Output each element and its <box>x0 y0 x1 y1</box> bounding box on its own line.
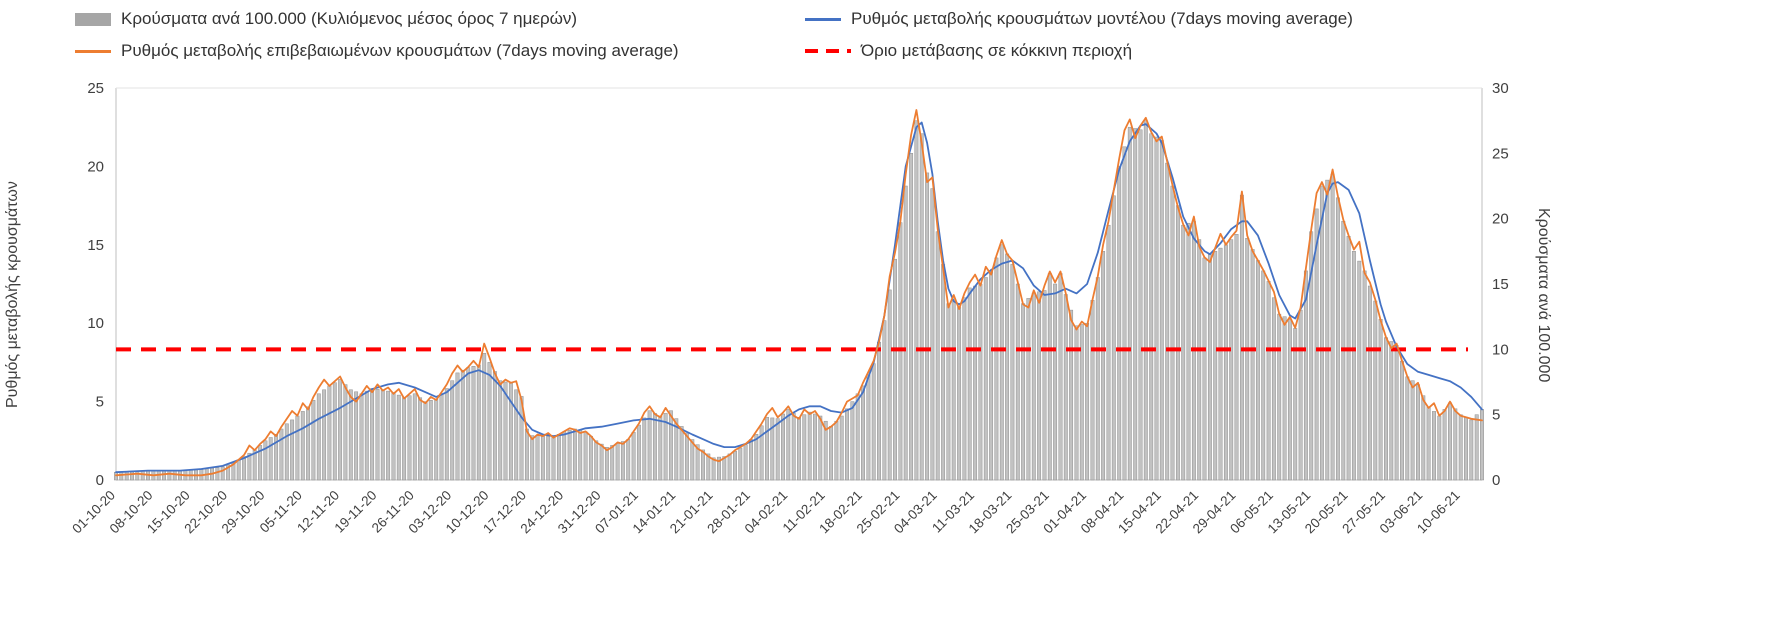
y-axis-right-tick-labels: 0 5 10 15 20 25 30 <box>1492 80 1509 489</box>
y-axis-left-title: Ρυθμός μεταβολής κρουσμάτων <box>4 181 21 409</box>
y-axis-right-title: Κρούσματα ανά 100.000 <box>1535 207 1552 383</box>
y-axis-left-tick-labels: 0 5 10 15 20 25 <box>87 80 104 489</box>
x-axis-tick-labels: 01-10-2008-10-2015-10-2022-10-2029-10-20… <box>69 488 1463 537</box>
svg-text:0: 0 <box>96 472 104 489</box>
legend-label-bars: Κρούσματα ανά 100.000 (Κυλιόμενος μέσος … <box>121 9 578 28</box>
svg-text:20: 20 <box>87 158 104 175</box>
svg-text:20: 20 <box>1492 211 1509 228</box>
legend-item-confirmed-line: Ρυθμός μεταβολής επιβεβαιωμένων κρουσμάτ… <box>75 41 679 61</box>
legend-item-model-line: Ρυθμός μεταβολής κρουσμάτων μοντέλου (7d… <box>805 9 1353 29</box>
svg-text:0: 0 <box>1492 472 1500 489</box>
confirmed-line <box>115 109 1483 477</box>
svg-text:5: 5 <box>96 394 104 411</box>
model-line <box>115 121 1483 474</box>
svg-text:15: 15 <box>1492 276 1509 293</box>
legend-label-model-line: Ρυθμός μεταβολής κρουσμάτων μοντέλου (7d… <box>851 9 1353 28</box>
bars-cases-per-100k <box>114 120 1484 481</box>
red-dashed-swatch-icon <box>805 49 851 53</box>
orange-line-swatch-icon <box>75 49 111 53</box>
svg-text:25: 25 <box>87 80 104 97</box>
svg-text:10: 10 <box>1492 341 1509 358</box>
svg-text:15: 15 <box>87 237 104 254</box>
svg-text:5: 5 <box>1492 407 1500 424</box>
svg-text:25: 25 <box>1492 145 1509 162</box>
svg-text:10: 10 <box>87 315 104 332</box>
svg-text:30: 30 <box>1492 80 1509 97</box>
legend-item-bars: Κρούσματα ανά 100.000 (Κυλιόμενος μέσος … <box>75 9 577 29</box>
legend-label-confirmed-line: Ρυθμός μεταβολής επιβεβαιωμένων κρουσμάτ… <box>121 41 679 60</box>
legend-label-threshold: Όριο μετάβασης σε κόκκινη περιοχή <box>861 41 1133 60</box>
bar-swatch-icon <box>75 12 111 26</box>
legend-item-threshold: Όριο μετάβασης σε κόκκινη περιοχή <box>805 41 1132 61</box>
blue-line-swatch-icon <box>805 17 841 21</box>
